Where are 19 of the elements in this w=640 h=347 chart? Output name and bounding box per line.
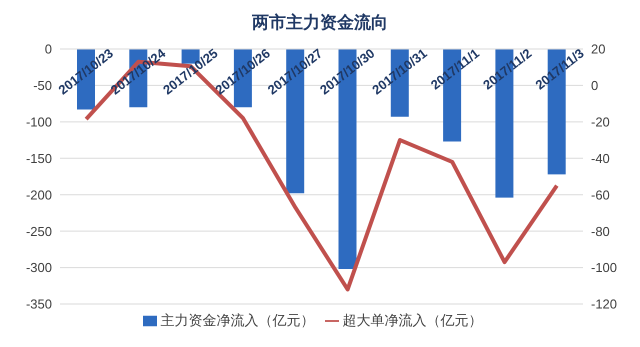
y-tick-label: -150 bbox=[26, 150, 52, 166]
y2-tick-label: -40 bbox=[591, 150, 610, 166]
y-tick-label: -350 bbox=[26, 296, 52, 312]
y2-tick-label: -120 bbox=[591, 296, 618, 312]
chart-title: 两市主力资金流向 bbox=[251, 12, 389, 34]
y2-tick-label: -100 bbox=[591, 260, 618, 276]
y-tick-label: -250 bbox=[26, 224, 52, 239]
y2-tick-label: -20 bbox=[591, 114, 610, 130]
y2-tick-label: 20 bbox=[591, 42, 606, 57]
y-tick-label: 0 bbox=[44, 42, 52, 57]
y2-tick-label: -60 bbox=[591, 187, 610, 202]
y2-tick-label: 0 bbox=[591, 78, 598, 94]
y-tick-label: -50 bbox=[33, 78, 52, 94]
y-tick-label: -100 bbox=[26, 114, 52, 130]
y2-tick-label: -80 bbox=[591, 224, 610, 239]
y-tick-label: -200 bbox=[26, 187, 52, 202]
legend-label: 超大单净流入（亿元） bbox=[342, 312, 482, 328]
y-tick-label: -300 bbox=[26, 260, 52, 276]
legend-label: 主力资金净流入（亿元） bbox=[160, 312, 314, 328]
